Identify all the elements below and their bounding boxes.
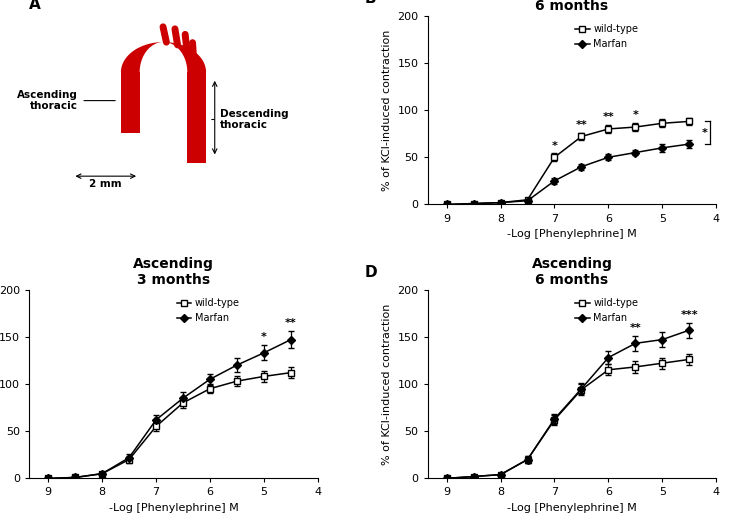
Bar	[187, 72, 206, 163]
Title: Ascending
3 months: Ascending 3 months	[133, 257, 214, 287]
Legend: wild-type, Marfan: wild-type, Marfan	[173, 294, 244, 327]
Text: **: **	[629, 323, 641, 333]
X-axis label: -Log [Phenylephrine] M: -Log [Phenylephrine] M	[109, 503, 238, 513]
X-axis label: -Log [Phenylephrine] M: -Log [Phenylephrine] M	[507, 229, 637, 239]
Y-axis label: % of KCl-induced contraction: % of KCl-induced contraction	[382, 303, 392, 465]
Text: A: A	[29, 0, 41, 12]
PathPatch shape	[121, 42, 206, 72]
Legend: wild-type, Marfan: wild-type, Marfan	[571, 20, 643, 53]
Y-axis label: % of KCl-induced contraction: % of KCl-induced contraction	[382, 29, 392, 191]
Text: **: **	[575, 120, 587, 130]
Text: B: B	[364, 0, 376, 6]
Text: *: *	[702, 128, 708, 138]
Text: **: **	[285, 318, 297, 328]
Title: Descending
6 months: Descending 6 months	[526, 0, 618, 13]
Bar	[121, 72, 140, 133]
Text: *: *	[552, 141, 558, 151]
Text: Descending
thoracic: Descending thoracic	[220, 109, 289, 131]
Text: Ascending
thoracic: Ascending thoracic	[18, 90, 78, 111]
Title: Ascending
6 months: Ascending 6 months	[531, 257, 613, 287]
Text: D: D	[364, 265, 376, 280]
Text: ***: ***	[681, 310, 698, 320]
Text: *: *	[632, 110, 638, 121]
Text: 2 mm: 2 mm	[89, 178, 122, 189]
Legend: wild-type, Marfan: wild-type, Marfan	[571, 294, 643, 327]
Text: **: **	[602, 112, 614, 122]
Text: *: *	[261, 332, 267, 342]
X-axis label: -Log [Phenylephrine] M: -Log [Phenylephrine] M	[507, 503, 637, 513]
